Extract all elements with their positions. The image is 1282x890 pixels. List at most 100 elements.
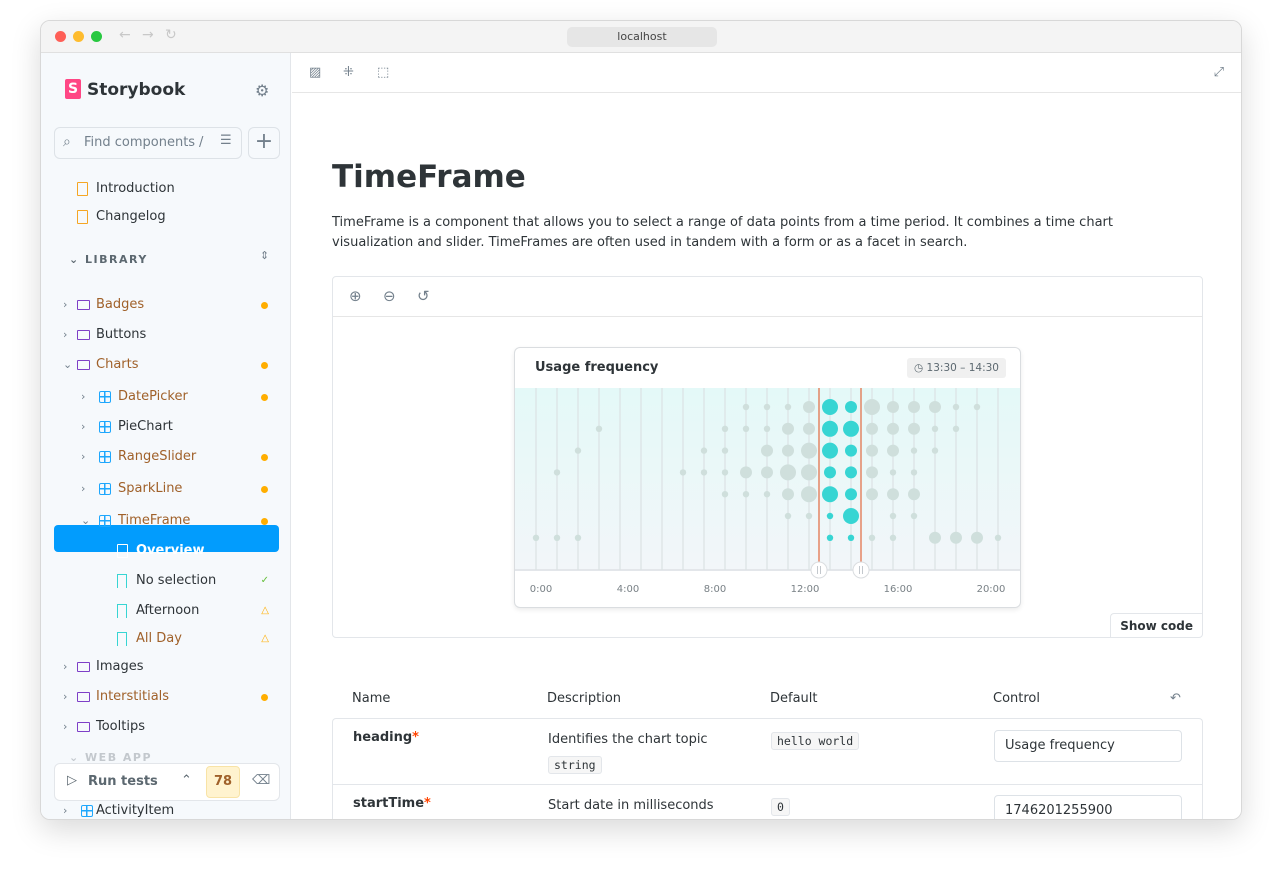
data-point — [826, 512, 834, 520]
sidebar-item-buttons[interactable]: › Buttons — [41, 322, 291, 348]
address-bar[interactable]: localhost — [567, 27, 717, 47]
minimize-window-button[interactable] — [73, 31, 84, 42]
sidebar-item-activityitem[interactable]: › ActivityItem — [41, 803, 291, 819]
component-icon — [99, 451, 111, 463]
sidebar-item-overview[interactable]: Overview — [41, 538, 291, 564]
data-point — [822, 486, 838, 503]
data-point — [742, 425, 750, 432]
header-name: Name — [352, 691, 391, 706]
data-point — [553, 534, 561, 541]
data-point — [847, 534, 855, 541]
sidebar-item-all-day[interactable]: All Day △ — [41, 626, 291, 652]
data-point — [782, 422, 794, 435]
chevron-right-icon: › — [81, 390, 86, 403]
item-label: DatePicker — [118, 389, 188, 404]
sidebar-item-tooltips[interactable]: › Tooltips — [41, 714, 291, 740]
sidebar-item-rangeslider[interactable]: › RangeSlider — [41, 444, 291, 470]
range-start-handle[interactable] — [810, 561, 828, 579]
sidebar-item-images[interactable]: › Images — [41, 654, 291, 680]
search-icon: ⌕ — [63, 134, 71, 150]
reset-controls-icon[interactable]: ↶ — [1170, 691, 1181, 706]
data-point — [679, 469, 687, 476]
data-point — [805, 512, 813, 520]
sidebar-item-datepicker[interactable]: › DatePicker — [41, 384, 291, 410]
args-table: heading* Identifies the chart topic stri… — [332, 718, 1203, 819]
sidebar-item-interstitials[interactable]: › Interstitials — [41, 684, 291, 710]
section-web-app[interactable]: ⌄ WEB APP — [69, 751, 152, 764]
chevron-down-icon: ⌄ — [69, 253, 86, 266]
warning-icon: △ — [261, 633, 269, 644]
data-point — [887, 422, 899, 435]
heading-control-input[interactable]: Usage frequency — [994, 730, 1182, 762]
data-point — [721, 491, 729, 498]
clock-icon: ◷ — [914, 362, 927, 374]
sidebar-item-timeframe[interactable]: ⌄ TimeFrame — [41, 508, 291, 534]
data-point — [784, 403, 792, 411]
section-library[interactable]: ⌄ LIBRARY — [69, 253, 148, 266]
data-point — [763, 491, 771, 498]
data-point — [973, 403, 981, 411]
data-point — [889, 512, 897, 520]
clear-icon[interactable]: ⌫ — [252, 773, 271, 788]
table-row: startTime* Start date in milliseconds 0 … — [333, 784, 1202, 819]
data-point — [700, 447, 708, 454]
data-point — [971, 531, 983, 544]
reset-zoom-icon[interactable]: ↺ — [417, 287, 430, 305]
data-point — [826, 534, 834, 541]
search-shortcut: / — [199, 135, 204, 150]
data-point — [866, 488, 878, 501]
story-canvas: ⊕ ⊖ ↺ Usage frequency ◷ 13:30 – 14:30 0:… — [332, 276, 1203, 638]
sidebar-item-no-selection[interactable]: No selection ✓ — [41, 568, 291, 594]
starttime-control-input[interactable]: 1746201255900 — [994, 795, 1182, 819]
filter-icon[interactable]: ☰ — [220, 133, 232, 148]
expand-collapse-icon[interactable]: ⇕ — [260, 249, 270, 262]
run-tests-button[interactable]: Run tests — [88, 774, 158, 789]
zoom-out-icon[interactable]: ⊖ — [383, 287, 396, 305]
data-point — [803, 422, 815, 435]
sidebar-item-piechart[interactable]: › PieChart — [41, 414, 291, 440]
sidebar-item-introduction[interactable]: Introduction — [41, 176, 291, 202]
item-label: PieChart — [118, 419, 173, 434]
settings-gear-icon[interactable]: ⚙ — [255, 81, 270, 100]
test-count-badge[interactable]: 78 — [206, 766, 240, 798]
search-input[interactable]: ⌕ Find components / ☰ — [54, 127, 242, 159]
add-button[interactable]: + — [248, 127, 280, 159]
zoom-in-icon[interactable]: ⊕ — [349, 287, 362, 305]
chevron-up-icon[interactable]: ⌃ — [181, 773, 192, 788]
arg-description: Start date in milliseconds — [548, 798, 714, 813]
data-point — [761, 444, 773, 457]
x-tick-label: 16:00 — [884, 584, 913, 595]
arg-description: Identifies the chart topic — [548, 732, 708, 747]
data-point — [931, 447, 939, 454]
data-point — [595, 425, 603, 432]
data-point — [845, 444, 857, 457]
arg-default: 0 — [771, 798, 790, 816]
sidebar-item-badges[interactable]: › Badges — [41, 292, 291, 318]
image-icon[interactable]: ▨ — [309, 65, 322, 80]
sidebar-item-changelog[interactable]: Changelog — [41, 204, 291, 230]
sidebar-item-charts[interactable]: ⌄ Charts — [41, 352, 291, 378]
fullscreen-icon[interactable]: ⤢ — [1213, 65, 1224, 80]
sidebar-item-sparkline[interactable]: › SparkLine — [41, 476, 291, 502]
sidebar: S Storybook ⚙ ⌕ Find components / ☰ + In… — [41, 53, 291, 819]
chevron-right-icon: › — [63, 328, 68, 341]
chevron-down-icon: ⌄ — [63, 358, 73, 371]
maximize-window-button[interactable] — [91, 31, 102, 42]
plot-area — [515, 388, 1020, 570]
forward-icon[interactable]: → — [142, 27, 154, 43]
range-end-handle[interactable] — [852, 561, 870, 579]
back-icon[interactable]: ← — [119, 27, 131, 43]
sidebar-item-afternoon[interactable]: Afternoon △ — [41, 598, 291, 624]
outline-icon[interactable]: ⬚ — [377, 65, 390, 80]
reload-icon[interactable]: ↻ — [165, 27, 177, 43]
data-point — [866, 422, 878, 435]
changed-status-icon — [261, 518, 268, 525]
data-point — [994, 534, 1002, 541]
grid-icon[interactable]: ⁜ — [343, 65, 354, 80]
data-point — [784, 512, 792, 520]
close-window-button[interactable] — [55, 31, 66, 42]
data-point — [845, 401, 857, 413]
chevron-right-icon: › — [63, 690, 68, 703]
data-point — [553, 469, 561, 476]
show-code-button[interactable]: Show code — [1110, 613, 1202, 637]
